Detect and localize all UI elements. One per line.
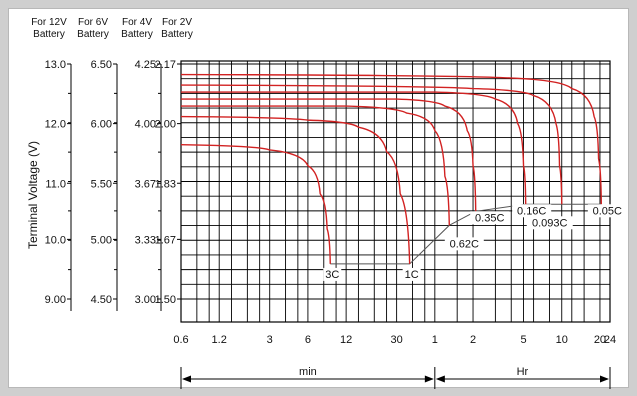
x-tick-label-9: 10 xyxy=(556,334,568,346)
series-label-bg-0.35C xyxy=(470,211,510,225)
y-tick-label-3-0: 2.17 xyxy=(155,59,176,71)
x-tick-label-10: 20 xyxy=(594,334,606,346)
series-label-0.05C: 0.05C xyxy=(593,205,622,217)
series-curve-0.62C xyxy=(181,105,450,226)
y-tick-label-1-1: 6.00 xyxy=(91,119,112,131)
axis-header-0-1: Battery xyxy=(33,29,65,40)
series-label-bg-0.16C xyxy=(512,204,552,218)
x-tick-label-5: 30 xyxy=(391,334,403,346)
axis-header-3-0: For 2V xyxy=(162,17,192,28)
series-label-3C: 3C xyxy=(325,269,339,281)
x-tick-label-1: 1.2 xyxy=(212,334,227,346)
series-label-0.62C: 0.62C xyxy=(450,238,479,250)
axis-header-1-0: For 6V xyxy=(78,17,108,28)
series-curve-0.05C xyxy=(180,73,603,205)
series-curve-3C xyxy=(180,143,331,264)
y-tick-label-2-1: 4.00 xyxy=(135,119,156,131)
series-curve-1C xyxy=(180,115,411,264)
y-tick-label-2-2: 3.67 xyxy=(135,178,156,190)
y-tick-label-0-3: 10.0 xyxy=(45,234,66,246)
series-label-bg-3C xyxy=(323,267,342,281)
y-tick-label-1-0: 6.50 xyxy=(91,59,112,71)
series-curve-0.16C xyxy=(181,91,527,205)
y-tick-label-3-3: 1.67 xyxy=(155,234,176,246)
series-label-0.16C: 0.16C xyxy=(517,205,546,217)
unit-arrowhead-0 xyxy=(182,375,191,383)
unit-arrowhead-2 xyxy=(435,375,445,383)
series-curve-0.35C xyxy=(180,98,477,212)
unit-arrowhead-1 xyxy=(424,375,434,383)
series-label-0.35C: 0.35C xyxy=(475,212,504,224)
y-tick-label-2-0: 4.25 xyxy=(135,59,156,71)
series-label-bg-1C xyxy=(402,267,421,281)
y-tick-label-0-4: 9.00 xyxy=(45,294,66,306)
y-tick-label-2-4: 3.00 xyxy=(135,294,156,306)
series-curve-0.093C xyxy=(180,84,563,205)
y-tick-label-1-2: 5.50 xyxy=(91,178,112,190)
series-label-1C: 1C xyxy=(405,269,419,281)
x-tick-label-3: 6 xyxy=(305,334,311,346)
y-tick-label-0-1: 12.0 xyxy=(45,119,66,131)
axis-header-2-0: For 4V xyxy=(122,17,152,28)
axis-header-0-0: For 12V xyxy=(31,17,67,28)
y-tick-label-1-3: 5.00 xyxy=(91,234,112,246)
y-tick-label-3-2: 1.83 xyxy=(155,178,176,190)
series-label-bg-0.05C xyxy=(587,204,627,218)
series-label-bg-0.093C xyxy=(526,216,573,230)
axis-header-3-1: Battery xyxy=(161,29,193,40)
series-label-bg-0.62C xyxy=(444,237,484,251)
y-tick-label-1-4: 4.50 xyxy=(91,294,112,306)
unit-arrowhead-3 xyxy=(600,375,609,383)
axis-header-2-1: Battery xyxy=(121,29,153,40)
x-tick-label-7: 2 xyxy=(470,334,476,346)
y-tick-label-0-2: 11.0 xyxy=(45,178,66,190)
unit-label-min: min xyxy=(299,366,317,378)
y-tick-label-3-4: 1.50 xyxy=(155,294,176,306)
y-tick-label-0-0: 13.0 xyxy=(45,59,66,71)
y-axis-title: Terminal Voltage (V) xyxy=(26,141,40,249)
x-tick-label-0: 0.6 xyxy=(173,334,188,346)
series-label-0.093C: 0.093C xyxy=(532,217,568,229)
x-tick-label-11: 24 xyxy=(604,334,616,346)
unit-label-hr: Hr xyxy=(517,366,529,378)
axis-header-1-1: Battery xyxy=(77,29,109,40)
y-tick-label-2-3: 3.33 xyxy=(135,234,156,246)
plot-border xyxy=(180,60,611,323)
chart-frame: For 12V Battery 13.0 12.0 11.0 10.0 9.00 For 6V… xyxy=(8,8,629,389)
x-tick-label-2: 3 xyxy=(267,334,273,346)
x-tick-label-4: 12 xyxy=(340,334,352,346)
x-tick-label-8: 5 xyxy=(520,334,526,346)
x-tick-label-6: 1 xyxy=(432,334,438,346)
y-tick-label-3-1: 2.00 xyxy=(155,119,176,131)
